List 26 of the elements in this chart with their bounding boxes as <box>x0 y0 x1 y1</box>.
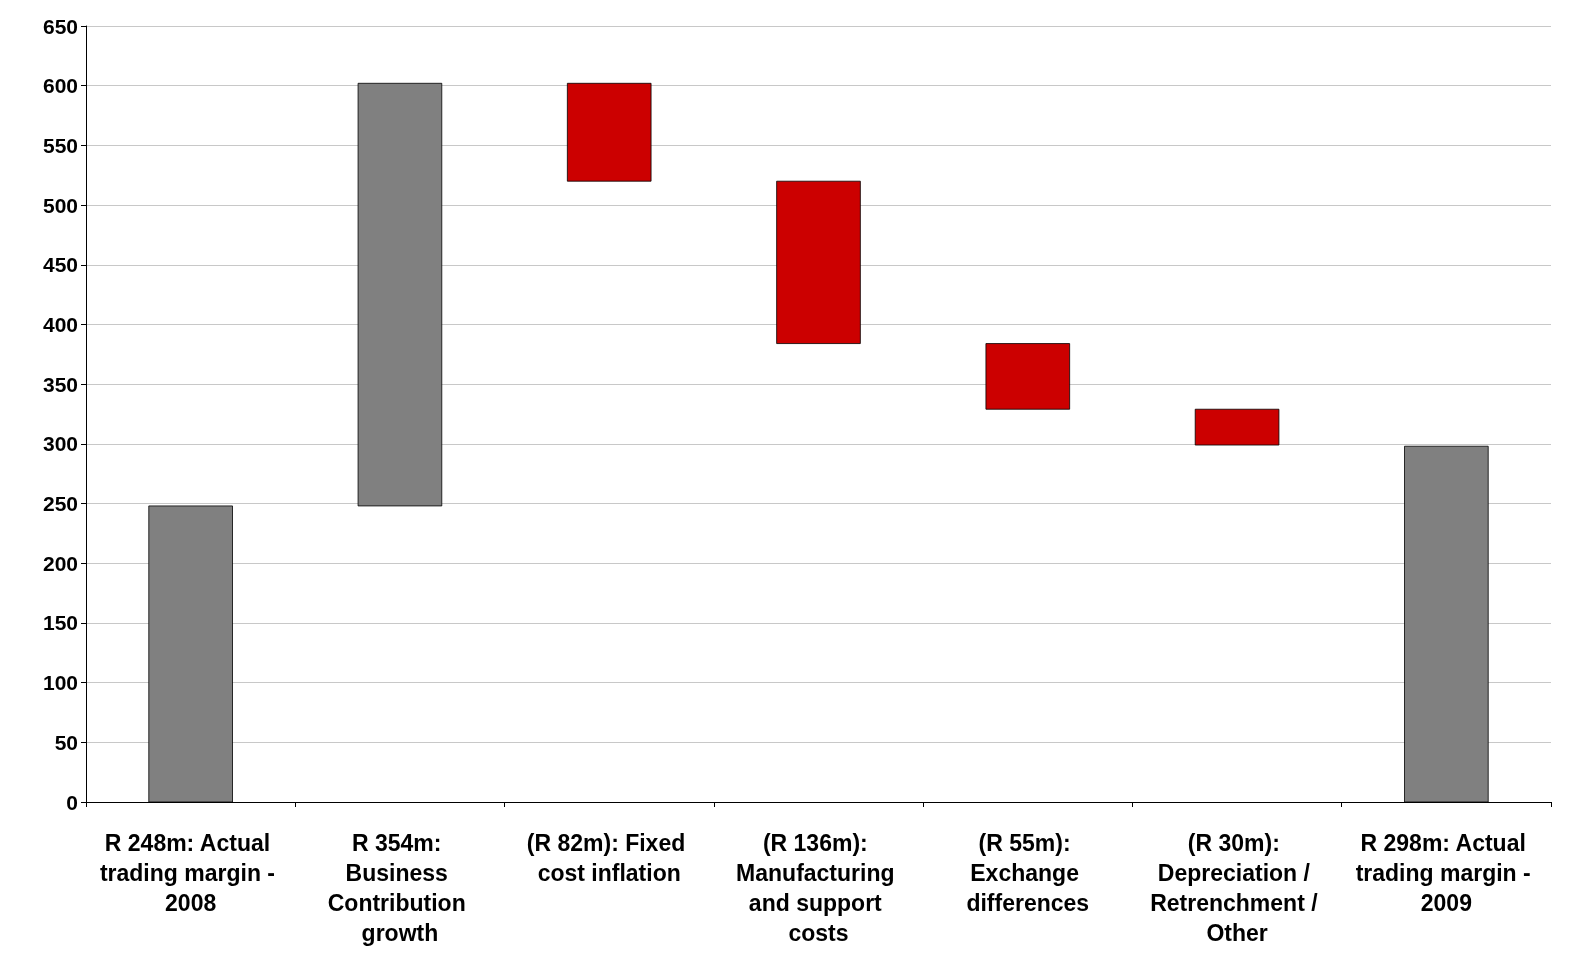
bar <box>357 82 443 507</box>
bar <box>776 180 861 344</box>
x-tick-label: R 248m: Actual trading margin - 2008 <box>99 830 282 916</box>
y-tick-label: 450 <box>42 253 78 277</box>
x-tick-label: R 298m: Actual trading margin - 2009 <box>1355 830 1538 916</box>
y-tick-label: 550 <box>42 133 78 157</box>
y-tick-label: 300 <box>42 432 78 456</box>
y-tick-label: 150 <box>42 611 78 635</box>
y-tick-label: 650 <box>42 14 78 38</box>
bar <box>566 82 652 182</box>
x-tick-label: (R 55m): Exchange differences <box>966 830 1090 916</box>
x-tick-label: R 354m: Business Contribution growth <box>327 830 473 946</box>
y-tick-label: 100 <box>42 671 78 695</box>
y-tick-label: 50 <box>54 730 78 754</box>
x-tick-label: (R 30m): Depreciation / Retrenchment / Other <box>1150 830 1324 946</box>
y-tick-label: 250 <box>42 492 78 516</box>
x-tick-label: (R 82m): Fixed cost inflation <box>526 830 692 886</box>
y-tick-label: 350 <box>42 372 78 396</box>
y-tick-label: 0 <box>66 790 78 814</box>
bar <box>985 343 1071 410</box>
bar <box>1194 408 1280 446</box>
x-tick-label: (R 136m): Manufacturing and support costs <box>736 830 901 946</box>
y-tick-label: 200 <box>42 551 78 575</box>
y-tick-label: 600 <box>42 74 78 98</box>
y-tick-label: 400 <box>42 312 78 336</box>
y-tick-label: 500 <box>42 193 78 217</box>
